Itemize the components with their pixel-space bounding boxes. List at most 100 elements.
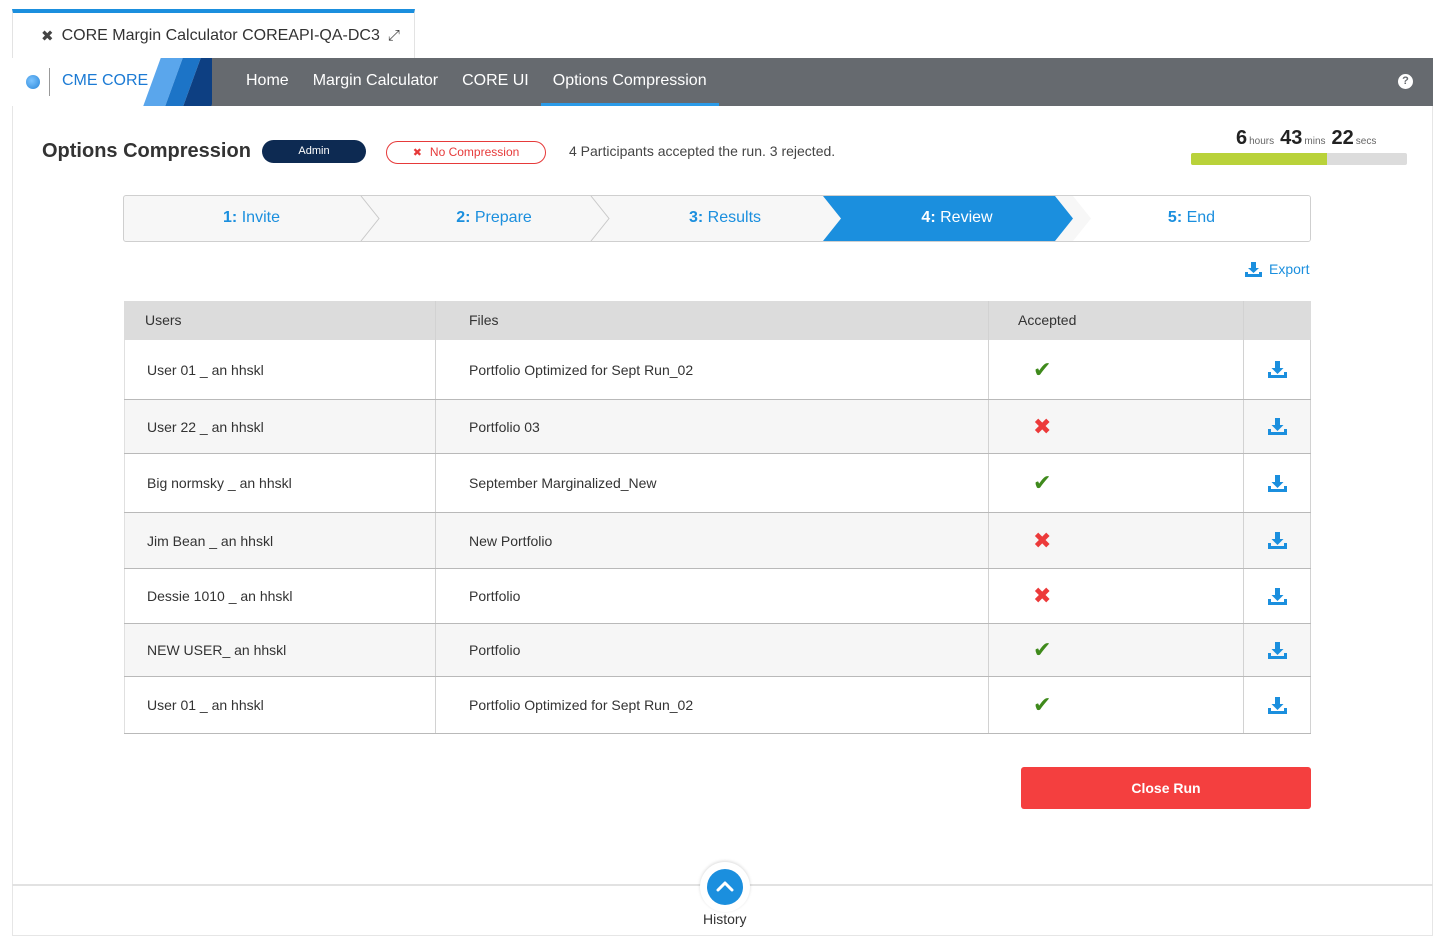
cell-accepted: ✔ bbox=[989, 454, 1244, 512]
step-label: Results bbox=[707, 209, 762, 226]
step-number: 1: bbox=[223, 209, 238, 226]
brand-divider bbox=[49, 68, 50, 96]
download-icon[interactable] bbox=[1267, 641, 1287, 659]
cell-accepted: ✖ bbox=[989, 400, 1244, 453]
download-icon[interactable] bbox=[1267, 587, 1287, 605]
step-results[interactable]: 3: Results bbox=[609, 196, 841, 241]
timer-mins-unit: mins bbox=[1304, 136, 1326, 147]
table-row: Jim Bean _ an hhskl New Portfolio ✖ bbox=[124, 513, 1311, 569]
step-end-background bbox=[1073, 196, 1310, 241]
countdown-timer: 6 hours 43 mins 22 secs bbox=[1236, 127, 1382, 150]
nav-item-margin-calculator[interactable]: Margin Calculator bbox=[312, 72, 439, 89]
table-header: Users Files Accepted bbox=[124, 301, 1311, 340]
step-prepare[interactable]: 2: Prepare bbox=[379, 196, 609, 241]
cell-download bbox=[1244, 340, 1311, 399]
window-tab[interactable]: ✖ CORE Margin Calculator COREAPI-QA-DC3 … bbox=[12, 9, 415, 58]
table-row: Big normsky _ an hhskl September Marginal… bbox=[124, 454, 1311, 513]
header-accepted[interactable]: Accepted bbox=[989, 301, 1244, 340]
help-icon[interactable]: ? bbox=[1398, 74, 1413, 89]
top-navbar: CME CORE Home Margin Calculator CORE UI Opt… bbox=[12, 58, 1433, 106]
workflow-stepper: 1: Invite 2: Prepare 3: Results 4: Review 5:… bbox=[123, 195, 1311, 242]
step-number: 4: bbox=[921, 209, 936, 226]
compression-status-label: No Compression bbox=[429, 145, 520, 159]
table-row: User 01 _ an hhskl Portfolio Optimized fo… bbox=[124, 677, 1311, 734]
export-label: Export bbox=[1269, 261, 1310, 277]
cell-user: NEW USER_ an hhskl bbox=[124, 624, 436, 676]
close-run-button[interactable]: Close Run bbox=[1021, 767, 1311, 809]
cell-accepted: ✖ bbox=[989, 513, 1244, 568]
timer-hours: 6 bbox=[1236, 127, 1248, 149]
cell-download bbox=[1244, 569, 1311, 623]
export-link[interactable]: Export bbox=[1245, 261, 1309, 277]
cell-user: User 22 _ an hhskl bbox=[124, 400, 436, 453]
cell-user: Dessie 1010 _ an hhskl bbox=[124, 569, 436, 623]
nav-item-options-compression[interactable]: Options Compression bbox=[540, 58, 719, 106]
table-body: User 01 _ an hhskl Portfolio Optimized fo… bbox=[124, 340, 1311, 734]
role-badge: Admin bbox=[262, 140, 366, 163]
nav-item-core-ui[interactable]: CORE UI bbox=[462, 72, 529, 89]
stepper-shapes bbox=[360, 196, 1310, 241]
step-number: 2: bbox=[456, 209, 471, 226]
cell-accepted: ✖ bbox=[989, 569, 1244, 623]
cell-file: Portfolio 03 bbox=[436, 400, 989, 453]
step-label: Prepare bbox=[474, 209, 532, 226]
checkmark-icon: ✔ bbox=[1033, 692, 1052, 717]
cell-accepted: ✔ bbox=[989, 340, 1244, 399]
cell-user: User 01 _ an hhskl bbox=[124, 340, 436, 399]
download-icon[interactable] bbox=[1267, 361, 1287, 378]
step-label: Invite bbox=[241, 209, 280, 226]
nav-menu: Home Margin Calculator CORE UI Options Comp… bbox=[234, 58, 719, 106]
table-row: User 01 _ an hhskl Portfolio Optimized fo… bbox=[124, 340, 1311, 400]
cell-download bbox=[1244, 400, 1311, 453]
checkmark-icon: ✔ bbox=[1033, 356, 1052, 382]
header-users[interactable]: Users bbox=[124, 301, 436, 340]
timer-mins: 43 bbox=[1280, 127, 1303, 149]
globe-icon bbox=[26, 75, 40, 89]
brand-logo[interactable]: CME CORE bbox=[12, 58, 212, 106]
step-label: Review bbox=[940, 209, 993, 226]
history-toggle-button[interactable] bbox=[707, 869, 743, 905]
checkmark-icon: ✔ bbox=[1033, 637, 1052, 662]
rejected-x-icon: ✖ bbox=[1033, 527, 1052, 553]
cell-file: Portfolio bbox=[436, 569, 989, 623]
download-icon[interactable] bbox=[1267, 418, 1287, 435]
no-compression-icon: ✖ bbox=[412, 147, 422, 159]
download-icon[interactable] bbox=[1267, 532, 1287, 549]
cell-download bbox=[1244, 624, 1311, 676]
expand-icon[interactable]: ⤢ bbox=[387, 27, 400, 44]
page-title: Options Compression bbox=[42, 140, 251, 162]
history-label[interactable]: History bbox=[703, 911, 747, 927]
rejected-x-icon: ✖ bbox=[1033, 413, 1052, 439]
table-row: User 22 _ an hhskl Portfolio 03 ✖ bbox=[124, 400, 1311, 454]
cell-user: Big normsky _ an hhskl bbox=[124, 454, 436, 512]
cell-user: Jim Bean _ an hhskl bbox=[124, 513, 436, 568]
download-icon[interactable] bbox=[1267, 696, 1287, 714]
checkmark-icon: ✔ bbox=[1033, 470, 1052, 495]
cell-accepted: ✔ bbox=[989, 624, 1244, 676]
step-label: End bbox=[1186, 209, 1216, 226]
step-separator bbox=[590, 196, 610, 241]
cell-download bbox=[1244, 513, 1311, 568]
step-invite[interactable]: 1: Invite bbox=[124, 196, 379, 241]
rejected-x-icon: ✖ bbox=[1033, 583, 1052, 608]
header-files[interactable]: Files bbox=[436, 301, 989, 340]
step-separator bbox=[360, 196, 380, 241]
cell-user: User 01 _ an hhskl bbox=[124, 677, 436, 733]
cell-file: Portfolio bbox=[436, 624, 989, 676]
download-icon bbox=[1245, 261, 1262, 277]
download-icon[interactable] bbox=[1267, 474, 1287, 492]
cell-file: Portfolio Optimized for Sept Run_02 bbox=[436, 677, 989, 733]
close-icon[interactable]: ✖ bbox=[41, 27, 54, 45]
step-end[interactable]: 5: End bbox=[1073, 196, 1310, 241]
step-active-background bbox=[823, 196, 1073, 241]
timer-secs-unit: secs bbox=[1355, 136, 1377, 147]
participants-table: Users Files Accepted User 01 _ an hhskl P… bbox=[124, 301, 1311, 734]
table-row: Dessie 1010 _ an hhskl Portfolio ✖ bbox=[124, 569, 1311, 624]
cell-download bbox=[1244, 454, 1311, 512]
timer-progress-bar bbox=[1191, 153, 1407, 165]
step-review[interactable]: 4: Review bbox=[841, 196, 1073, 241]
brand-name: CME CORE bbox=[62, 72, 149, 89]
nav-item-home[interactable]: Home bbox=[246, 72, 289, 89]
compression-status-badge: ✖ No Compression bbox=[386, 141, 546, 164]
step-number: 3: bbox=[688, 209, 704, 226]
